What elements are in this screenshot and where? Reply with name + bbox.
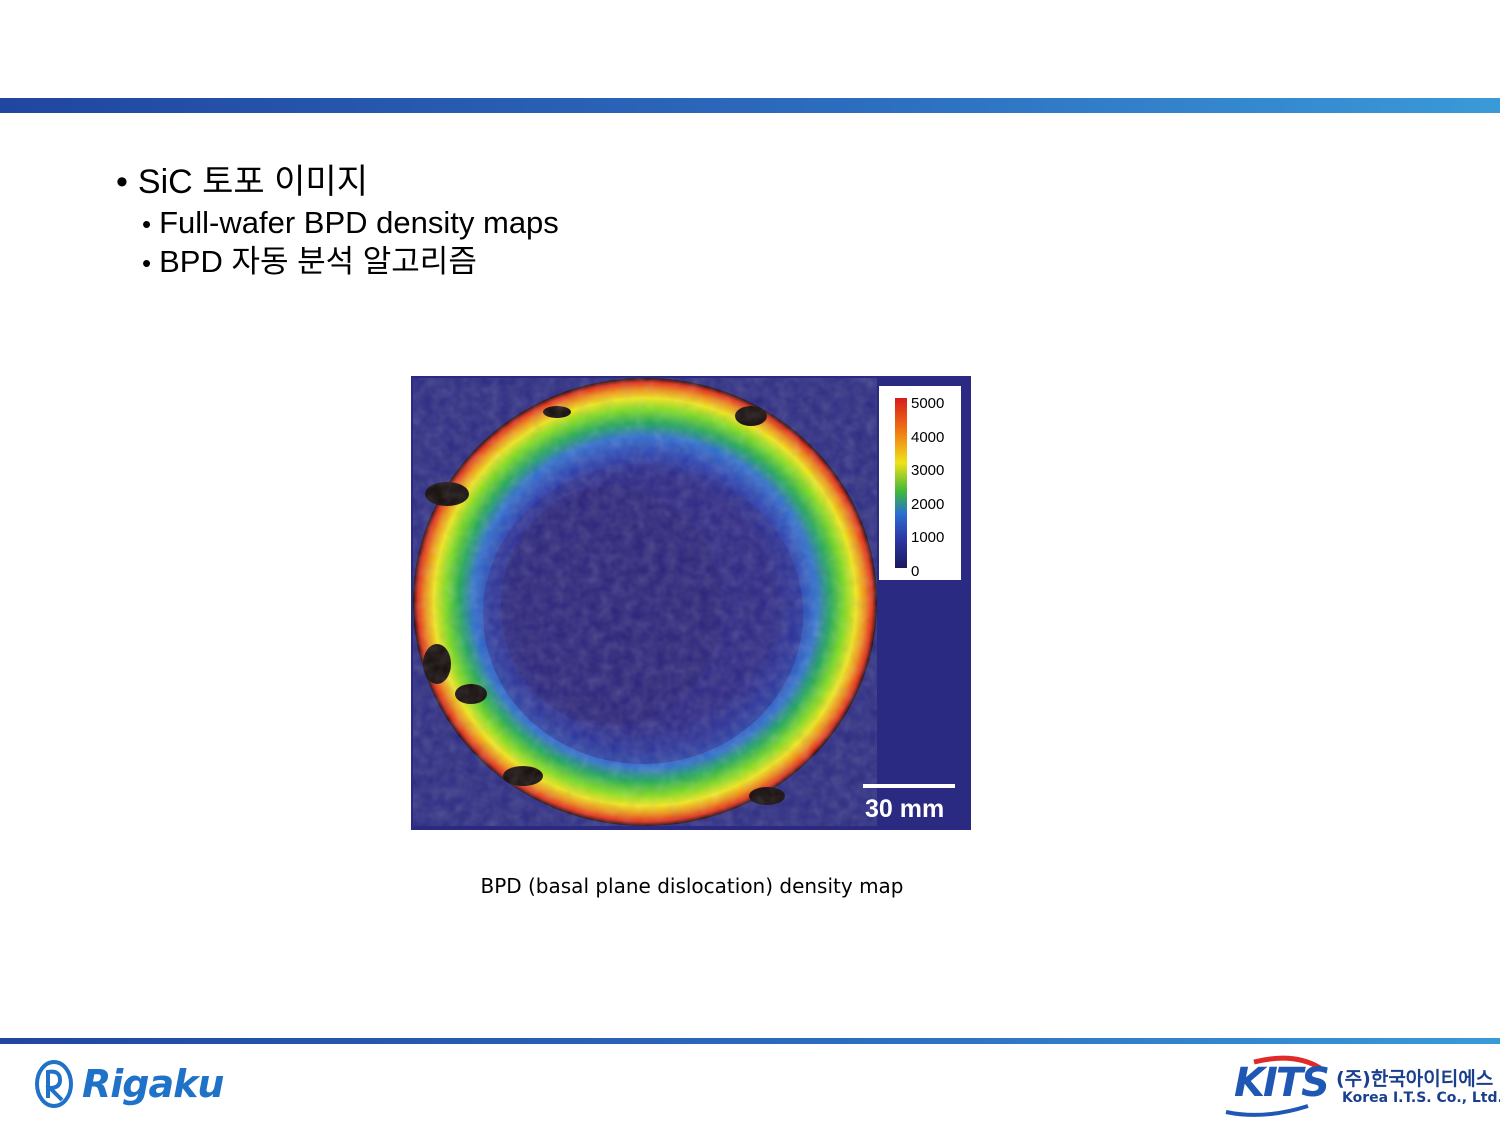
colorbar-tick: 4000 xyxy=(911,429,944,446)
kits-wordmark: KITS xyxy=(1234,1060,1330,1106)
kits-company-english: Korea I.T.S. Co., Ltd. xyxy=(1342,1090,1500,1106)
kits-swoosh-icon xyxy=(1225,1055,1322,1117)
bullet-main-text: SiC 토포 이미지 xyxy=(137,163,368,201)
bullet-dot: • xyxy=(116,163,128,201)
colorbar-tick: 5000 xyxy=(911,395,944,412)
colorbar-tick: 2000 xyxy=(911,496,944,513)
kits-logo: KITS (주)한국아이티에스 Korea I.T.S. Co., Ltd. xyxy=(1224,1054,1500,1118)
rigaku-mark-icon xyxy=(34,1058,74,1110)
bullet-sub-2-text: BPD 자동 분석 알고리즘 xyxy=(159,244,477,279)
bullet-sub-1: • Full-wafer BPD density maps xyxy=(142,204,559,243)
bullet-list: • SiC 토포 이미지 • Full-wafer BPD density maps… xyxy=(116,160,559,282)
footer-accent-bar xyxy=(0,1038,1500,1044)
colorbar-legend: 5000 4000 3000 2000 1000 0 xyxy=(879,386,961,580)
bullet-sub-1-text: Full-wafer BPD density maps xyxy=(159,205,559,240)
rigaku-wordmark: Rigaku xyxy=(82,1062,224,1106)
bpd-density-map-image: 5000 4000 3000 2000 1000 0 30 mm xyxy=(411,376,971,830)
scale-bar-label: 30 mm xyxy=(865,795,944,823)
bullet-dot: • xyxy=(142,209,152,239)
kits-company-korean: (주)한국아이티에스 xyxy=(1336,1068,1494,1090)
colorbar-tick: 0 xyxy=(911,563,919,580)
rigaku-logo: Rigaku xyxy=(34,1054,264,1114)
bullet-main: • SiC 토포 이미지 xyxy=(116,160,559,204)
bullet-dot: • xyxy=(142,248,152,278)
figure-caption: BPD (basal plane dislocation) density ma… xyxy=(480,874,904,898)
bullet-sub-2: • BPD 자동 분석 알고리즘 xyxy=(142,243,559,282)
colorbar-tick: 3000 xyxy=(911,462,944,479)
header-accent-bar xyxy=(0,98,1500,113)
colorbar-tick: 1000 xyxy=(911,529,944,546)
scale-bar xyxy=(863,784,955,788)
